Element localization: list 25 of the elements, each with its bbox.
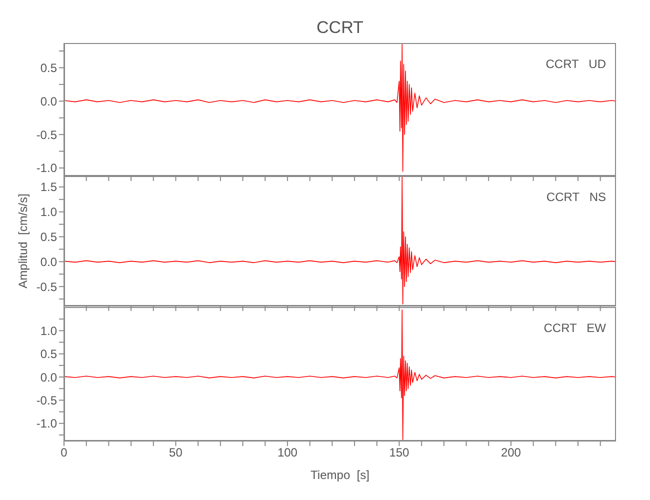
x-tick-label: 0	[60, 446, 68, 460]
y-tick-label: 0.0	[40, 254, 58, 269]
y-tick-label: -0.5	[36, 393, 58, 408]
annotation: CCRT UD	[546, 57, 606, 71]
annotation: CCRT NS	[546, 190, 606, 204]
y-axis-title: Amplitud [cm/s/s]	[16, 194, 30, 288]
y-tick-label: -1.0	[36, 161, 58, 176]
y-tick-label: 1.0	[40, 324, 58, 338]
y-tick-label: 0.5	[40, 60, 58, 75]
y-tick-label: -0.5	[36, 128, 58, 142]
y-tick-label: 0.0	[40, 94, 58, 108]
x-tick-label: 200	[500, 446, 522, 460]
chart-title: CCRT	[316, 18, 364, 38]
annotation: CCRT EW	[544, 321, 606, 335]
y-tick-label: -1.0	[36, 416, 58, 431]
y-tick-label: 1.5	[40, 180, 58, 194]
y-tick-label: 0.5	[40, 347, 58, 362]
x-tick-label: 150	[389, 446, 410, 460]
y-tick-label: 0.0	[40, 370, 58, 384]
x-tick-label: 50	[169, 446, 183, 460]
y-tick-label: 1.0	[40, 205, 58, 220]
x-tick-label: 100	[277, 446, 298, 460]
y-tick-label: 0.5	[40, 230, 58, 244]
x-axis-title: Tiempo [s]	[310, 468, 370, 482]
y-tick-label: -0.5	[36, 280, 58, 294]
